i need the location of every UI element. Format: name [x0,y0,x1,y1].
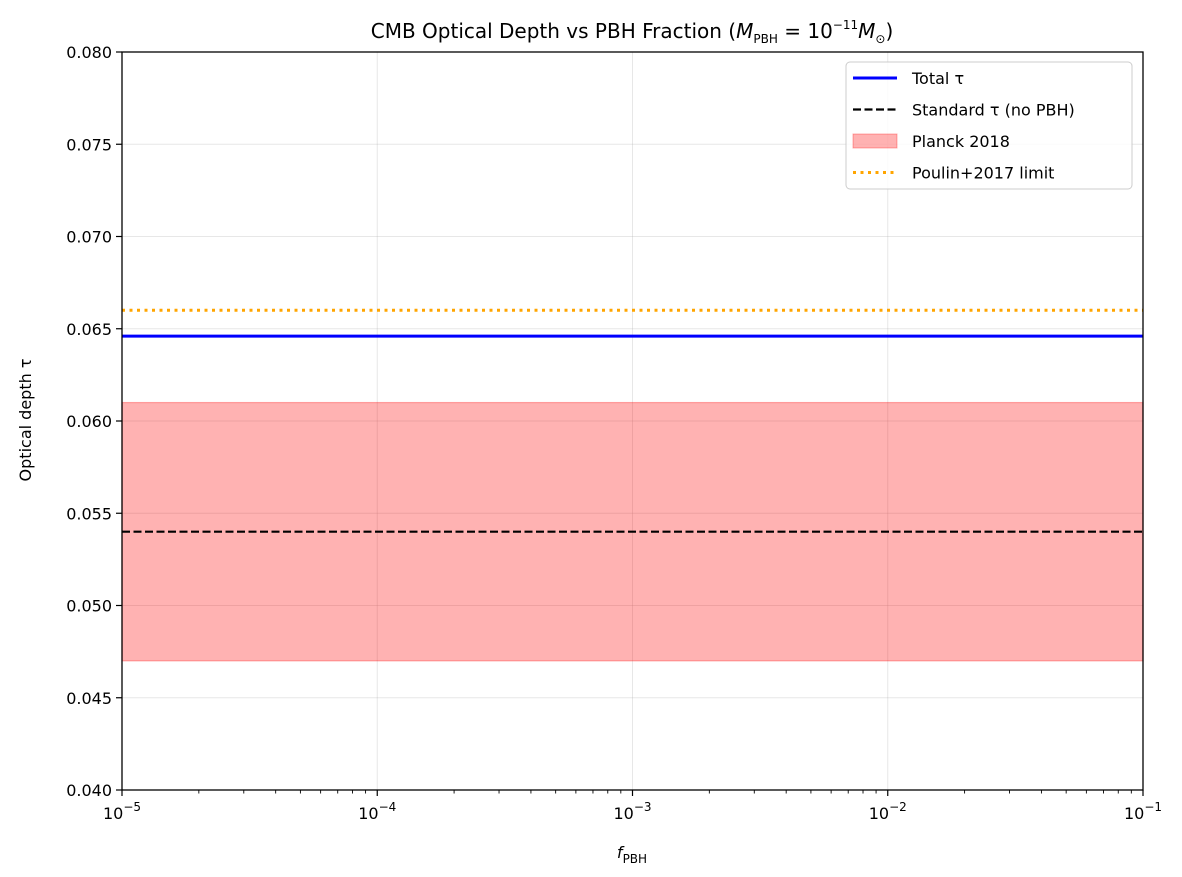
x-tick-label: 10−3 [613,800,651,823]
legend-label: Standard τ (no PBH) [912,101,1075,120]
y-tick-label: 0.040 [66,781,112,800]
chart-title: CMB Optical Depth vs PBH Fraction (MPBH … [371,18,894,46]
y-tick-label: 0.080 [66,43,112,62]
x-tick-label: 10−4 [358,800,396,823]
x-tick-label: 10−5 [103,800,141,823]
y-tick-label: 0.055 [66,504,112,523]
x-tick-label: 10−2 [869,800,907,823]
legend-label: Poulin+2017 limit [912,164,1054,183]
legend: Total τ Standard τ (no PBH) Planck 2018 Pou… [845,61,1133,190]
legend-label: Planck 2018 [912,132,1010,151]
y-tick-label: 0.065 [66,320,112,339]
y-tick-label: 0.045 [66,689,112,708]
legend-box [845,61,1133,190]
y-tick-label: 0.075 [66,135,112,154]
x-tick-label: 10−1 [1124,800,1162,823]
axes: 0.040 0.045 0.050 0.055 0.060 0.065 0.070 0.075… [66,43,1162,823]
legend-label: Total τ [911,69,964,88]
y-tick-label: 0.050 [66,597,112,616]
plot-area [121,308,1144,662]
y-tick-label: 0.060 [66,412,112,431]
y-axis-label: Optical depth τ [16,359,35,482]
x-axis-label: fPBH [617,843,647,866]
y-tick-label: 0.070 [66,228,112,247]
legend-key-planck [852,133,898,149]
